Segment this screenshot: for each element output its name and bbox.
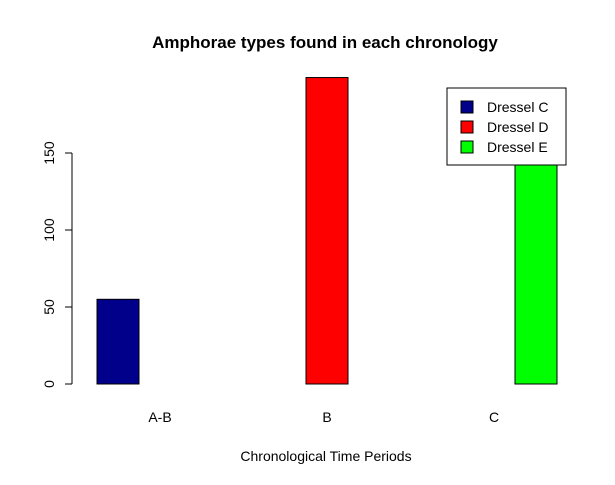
y-tick-label: 150 <box>41 141 57 165</box>
bar-group <box>96 77 558 385</box>
legend: Dressel C Dressel D Dressel E <box>446 87 567 166</box>
bar-dressel-e-c <box>514 141 558 385</box>
x-tick-label: A-B <box>148 409 171 425</box>
y-axis: 0 50 100 150 <box>41 141 73 388</box>
legend-swatch <box>460 140 474 154</box>
chart-title: Amphorae types found in each chronology <box>152 33 498 52</box>
x-tick-label: C <box>489 409 499 425</box>
legend-label: Dressel C <box>487 99 548 115</box>
y-tick-label: 50 <box>41 299 57 315</box>
legend-swatch <box>460 120 474 134</box>
bar-dressel-d-b <box>305 77 349 385</box>
legend-label: Dressel E <box>487 139 548 155</box>
y-tick-label: 100 <box>41 218 57 242</box>
legend-label: Dressel D <box>487 119 548 135</box>
bar-dressel-c-a-b <box>96 298 140 385</box>
x-axis-label: Chronological Time Periods <box>240 448 411 464</box>
x-tick-label: B <box>322 409 331 425</box>
x-axis: A-B B C <box>148 409 499 425</box>
y-tick-label: 0 <box>41 380 57 388</box>
legend-swatch <box>460 100 474 114</box>
